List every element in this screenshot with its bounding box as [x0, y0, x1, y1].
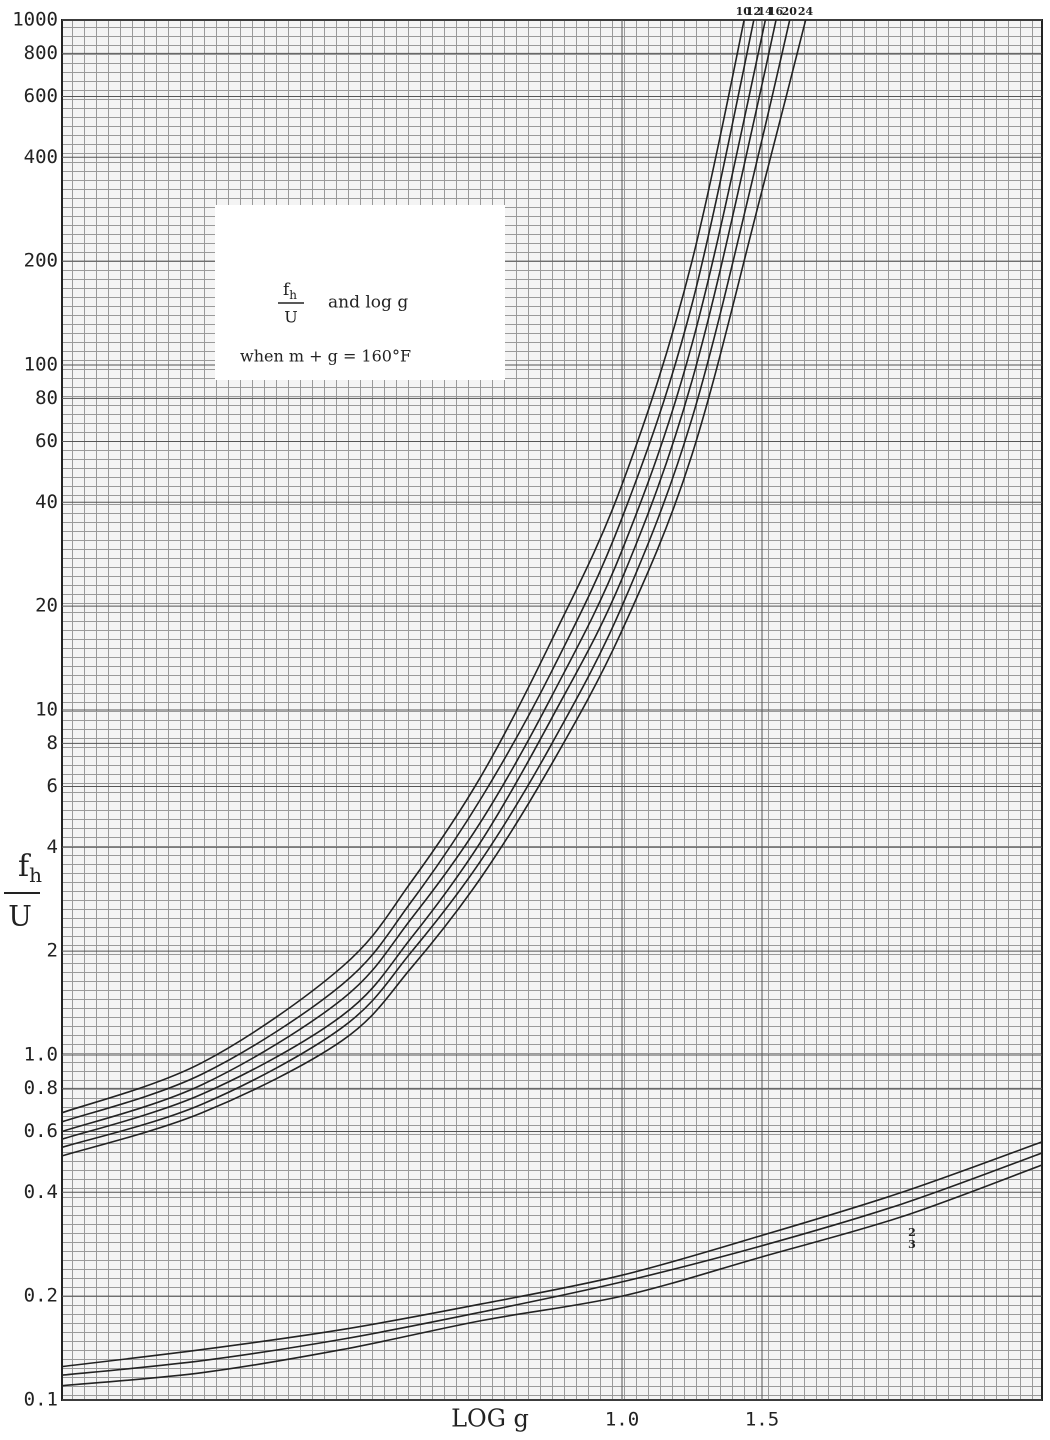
y-label-denominator: U: [8, 900, 32, 933]
page: fh U and log g when m + g = 160°F fh U L…: [0, 0, 1050, 1440]
title-text: and log g: [328, 293, 408, 313]
x-tick-label: 1.0: [605, 1409, 639, 1431]
y-tick-label: 0.8: [24, 1077, 58, 1099]
y-tick-label: 6: [47, 775, 58, 797]
y-tick-label: 80: [35, 387, 58, 409]
y-tick-label: 10: [35, 699, 58, 721]
y-tick-label: 40: [35, 491, 58, 513]
title-sub: h: [289, 288, 297, 302]
y-tick-label: 4: [47, 836, 58, 858]
y-tick-label: 0.6: [24, 1120, 58, 1142]
y-tick-label: 800: [24, 42, 58, 64]
y-tick-label: 100: [24, 354, 58, 376]
y-tick-label: 0.2: [24, 1285, 58, 1307]
y-tick-label: 2: [47, 940, 58, 962]
title-denominator: U: [284, 308, 297, 327]
y-tick-label: 1.0: [24, 1044, 58, 1066]
y-tick-label: 20: [35, 595, 58, 617]
y-label-sub: h: [29, 863, 42, 887]
y-tick-label: 8: [47, 732, 58, 754]
series-label: 24: [798, 5, 814, 18]
x-label: LOG g: [451, 1405, 529, 1433]
series-label: 20: [782, 5, 798, 18]
chart: fh U and log g when m + g = 160°F fh U L…: [0, 0, 1050, 1440]
y-tick-label: 60: [35, 430, 58, 452]
y-tick-label: 600: [24, 85, 58, 107]
x-tick-label: 1.5: [745, 1409, 779, 1431]
y-tick-label: 0.4: [24, 1181, 58, 1203]
series-label: 3: [908, 1238, 916, 1251]
subtitle: when m + g = 160°F: [240, 347, 411, 366]
y-tick-label: 400: [24, 146, 58, 168]
y-tick-label: 1000: [12, 9, 58, 31]
y-label-symbol: fh: [18, 849, 42, 887]
y-tick-label: 200: [24, 250, 58, 272]
y-tick-label: 0.1: [24, 1389, 58, 1411]
